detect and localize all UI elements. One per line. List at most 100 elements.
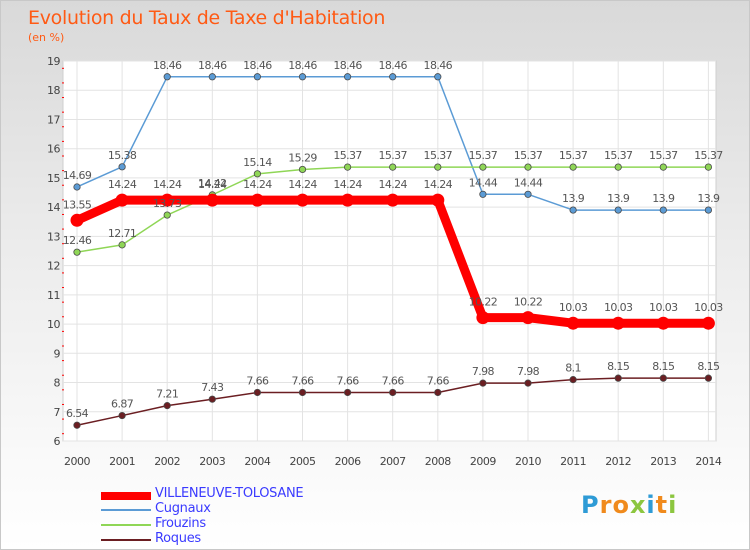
data-label: 7.66 (246, 374, 269, 387)
data-label: 7.98 (472, 365, 495, 378)
y-tick-label: 6 (54, 435, 61, 448)
logo-letter: i (646, 491, 656, 519)
data-point (386, 193, 400, 207)
data-point (341, 193, 355, 207)
data-label: 7.66 (382, 374, 405, 387)
data-point (521, 311, 535, 325)
logo-letter: P (581, 491, 600, 519)
data-label: 6.87 (111, 398, 134, 411)
data-label: 6.54 (66, 407, 89, 420)
data-label: 8.1 (565, 362, 581, 375)
data-point (524, 379, 532, 387)
data-label: 15.37 (469, 149, 498, 162)
data-label: 15.38 (108, 149, 137, 162)
data-point (659, 163, 667, 171)
x-tick-label: 2013 (650, 455, 676, 468)
x-tick-label: 2009 (470, 455, 496, 468)
x-tick-label: 2006 (335, 455, 361, 468)
data-label: 14.44 (514, 176, 543, 189)
data-point (115, 193, 129, 207)
data-label: 7.43 (201, 381, 224, 394)
chart-subtitle: (en %) (28, 31, 65, 44)
data-point (298, 73, 307, 81)
data-label: 15.14 (243, 156, 272, 169)
data-label: 14.42 (198, 177, 227, 190)
data-point (208, 73, 216, 81)
data-point (431, 193, 445, 207)
data-point (524, 190, 532, 198)
data-point (118, 241, 126, 249)
data-point (569, 206, 577, 214)
data-label: 7.98 (517, 365, 540, 378)
y-tick-label: 17 (47, 113, 60, 126)
y-tick-label: 11 (47, 289, 60, 302)
y-tick-label: 16 (47, 143, 60, 156)
data-label: 15.29 (288, 151, 317, 164)
data-label: 14.69 (63, 169, 92, 182)
x-tick-label: 2014 (695, 455, 721, 468)
data-point (389, 163, 397, 171)
data-point (704, 163, 713, 171)
data-point (704, 374, 713, 382)
legend-swatch (101, 524, 151, 526)
data-point (253, 170, 261, 178)
data-label: 10.03 (604, 301, 633, 314)
data-point (250, 193, 264, 207)
data-label: 15.37 (514, 149, 543, 162)
data-point (434, 388, 442, 397)
data-label: 14.24 (288, 178, 317, 191)
data-label: 12.46 (63, 234, 92, 247)
data-label: 14.24 (243, 178, 272, 191)
data-point (614, 374, 622, 382)
proxiti-logo: Proxiti (581, 491, 677, 519)
y-tick-label: 18 (47, 84, 60, 97)
data-point (659, 206, 667, 214)
data-label: 15.37 (694, 149, 723, 162)
data-point (614, 206, 622, 214)
data-point (160, 193, 174, 207)
data-point (524, 163, 532, 171)
logo-letter: t (655, 491, 669, 519)
data-point (208, 395, 216, 403)
x-tick-label: 2000 (64, 455, 90, 468)
legend-label: Roques (155, 531, 201, 546)
data-point (611, 316, 625, 330)
y-tick-label: 19 (47, 55, 60, 68)
data-label: 18.46 (333, 59, 362, 72)
data-label: 10.03 (559, 301, 588, 314)
data-point (118, 411, 126, 420)
data-label: 8.15 (697, 360, 720, 373)
data-label: 13.9 (697, 192, 720, 205)
data-label: 15.37 (424, 149, 453, 162)
y-tick-label: 15 (47, 172, 60, 185)
data-label: 10.22 (514, 296, 543, 309)
data-label: 14.24 (333, 178, 362, 191)
x-tick-label: 2004 (244, 455, 270, 468)
y-tick-label: 14 (47, 201, 60, 214)
data-point (476, 311, 490, 325)
logo-letter: r (599, 491, 613, 519)
data-point (479, 163, 487, 171)
x-tick-label: 2003 (199, 455, 225, 468)
y-tick-label: 10 (47, 318, 60, 331)
data-point (70, 213, 84, 227)
x-tick-label: 2008 (425, 455, 451, 468)
data-label: 15.37 (378, 149, 407, 162)
data-label: 14.24 (108, 178, 137, 191)
data-point (614, 163, 622, 171)
x-tick-label: 2002 (154, 455, 180, 468)
data-point (343, 388, 352, 397)
data-label: 14.24 (424, 178, 453, 191)
data-point (163, 402, 171, 410)
y-tick-label: 7 (54, 406, 61, 419)
data-point (73, 421, 81, 429)
data-point (701, 316, 715, 330)
data-point (479, 379, 487, 387)
data-point (659, 374, 667, 382)
legend-label: Cugnaux (155, 501, 211, 516)
data-point (118, 163, 126, 171)
x-tick-label: 2011 (560, 455, 586, 468)
data-label: 13.9 (652, 192, 675, 205)
data-label: 15.37 (649, 149, 678, 162)
data-point (296, 193, 309, 207)
